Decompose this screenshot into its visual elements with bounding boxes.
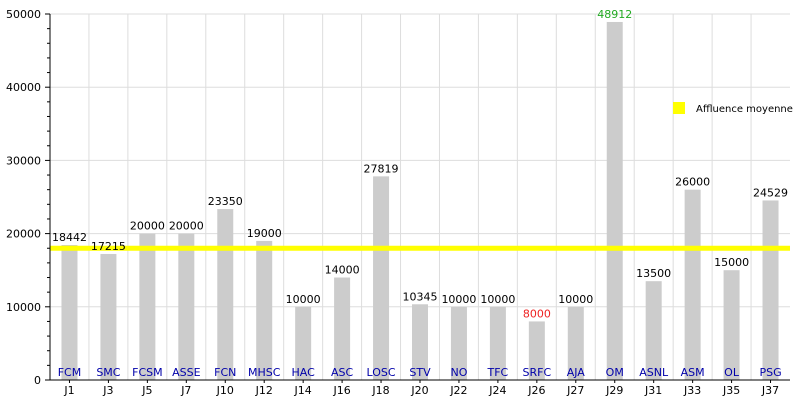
bar-j5 bbox=[139, 233, 156, 380]
value-label: 8000 bbox=[523, 307, 551, 320]
team-label: ASM bbox=[681, 366, 705, 379]
team-label: LOSC bbox=[367, 366, 396, 379]
bar-j10 bbox=[217, 209, 234, 380]
value-label: 10000 bbox=[480, 293, 515, 306]
bar-j26 bbox=[528, 321, 545, 380]
legend-label: Affluence moyenne bbox=[696, 104, 793, 115]
value-label: 15000 bbox=[714, 256, 749, 269]
value-label: 18442 bbox=[52, 231, 87, 244]
x-tick-label: J14 bbox=[294, 384, 312, 397]
bar-j33 bbox=[684, 189, 701, 380]
x-tick-label: J27 bbox=[566, 384, 584, 397]
x-tick-label: J7 bbox=[180, 384, 191, 397]
bar-j18 bbox=[373, 176, 390, 380]
x-tick-label: J31 bbox=[644, 384, 662, 397]
label-layer: 18442 FCM 17215 SMC 20000 FCSM 20000 ASSE 23350 F… bbox=[52, 8, 788, 379]
bar-j7 bbox=[178, 233, 195, 380]
team-label: HAC bbox=[292, 366, 316, 379]
team-label: ASNL bbox=[639, 366, 669, 379]
team-label: FCN bbox=[214, 366, 236, 379]
value-label: 10000 bbox=[558, 293, 593, 306]
team-label: ASC bbox=[331, 366, 354, 379]
team-label: OL bbox=[724, 366, 740, 379]
value-label: 23350 bbox=[208, 195, 243, 208]
team-label: TFC bbox=[487, 366, 509, 379]
value-label: 20000 bbox=[169, 220, 204, 233]
bar-j22 bbox=[450, 306, 467, 380]
x-tick-label: J29 bbox=[605, 384, 623, 397]
x-tick-label: J33 bbox=[683, 384, 701, 397]
legend: Affluence moyenne bbox=[673, 102, 793, 115]
y-tick-label: 20000 bbox=[6, 228, 41, 241]
team-label: OM bbox=[606, 366, 624, 379]
value-label: 26000 bbox=[675, 176, 710, 189]
team-label: PSG bbox=[759, 366, 781, 379]
value-label: 10000 bbox=[286, 293, 321, 306]
x-tick-label: J12 bbox=[255, 384, 273, 397]
bar-j29 bbox=[606, 21, 623, 380]
value-label: 48912 bbox=[597, 8, 632, 21]
bar-j12 bbox=[256, 240, 273, 380]
y-tick-label: 40000 bbox=[6, 81, 41, 94]
value-label: 20000 bbox=[130, 220, 165, 233]
y-tick-label: 10000 bbox=[6, 301, 41, 314]
value-label: 17215 bbox=[91, 240, 126, 253]
bar-j35 bbox=[723, 270, 740, 380]
team-label: MHSC bbox=[248, 366, 281, 379]
bar-j20 bbox=[412, 304, 428, 380]
y-tick-label: 50000 bbox=[6, 8, 41, 21]
x-tick-label: J35 bbox=[722, 384, 740, 397]
x-tick-label: J26 bbox=[527, 384, 545, 397]
bar-j16 bbox=[334, 277, 351, 380]
bar-j14 bbox=[295, 306, 312, 380]
value-label: 19000 bbox=[247, 227, 282, 240]
bar-j1 bbox=[61, 245, 78, 380]
team-label: FCSM bbox=[132, 366, 162, 379]
team-label: STV bbox=[409, 366, 431, 379]
legend-swatch bbox=[673, 102, 685, 114]
bar-j3 bbox=[100, 253, 117, 380]
bar-j24 bbox=[489, 306, 506, 380]
y-tick-label: 30000 bbox=[6, 154, 41, 167]
value-label: 27819 bbox=[364, 162, 399, 175]
team-label: FCM bbox=[58, 366, 82, 379]
team-label: SRFC bbox=[523, 366, 552, 379]
bar-j37 bbox=[762, 200, 779, 380]
value-label: 13500 bbox=[636, 267, 671, 280]
value-label: 10000 bbox=[441, 293, 476, 306]
axis-layer: 0 10000 20000 30000 40000 50000 J1 J3 J5 J7 J10 J12… bbox=[6, 8, 790, 397]
team-label: AJA bbox=[567, 366, 586, 379]
x-tick-label: J16 bbox=[332, 384, 350, 397]
x-tick-label: J24 bbox=[488, 384, 506, 397]
x-tick-label: J5 bbox=[141, 384, 152, 397]
bar-layer bbox=[61, 21, 779, 380]
team-label: SMC bbox=[96, 366, 120, 379]
team-label: NO bbox=[451, 366, 468, 379]
bar-j31 bbox=[645, 281, 662, 380]
x-tick-label: J10 bbox=[216, 384, 234, 397]
x-tick-label: J18 bbox=[371, 384, 389, 397]
x-tick-label: J22 bbox=[449, 384, 467, 397]
x-tick-label: J3 bbox=[102, 384, 113, 397]
x-tick-label: J20 bbox=[410, 384, 428, 397]
bar-j27 bbox=[567, 306, 584, 380]
x-tick-label: J37 bbox=[761, 384, 779, 397]
x-tick-label: J1 bbox=[63, 384, 74, 397]
value-label: 24529 bbox=[753, 186, 788, 199]
value-label: 14000 bbox=[325, 264, 360, 277]
value-label: 10345 bbox=[403, 290, 438, 303]
y-tick-label: 0 bbox=[34, 374, 41, 387]
team-label: ASSE bbox=[172, 366, 200, 379]
grid-layer bbox=[50, 13, 790, 380]
